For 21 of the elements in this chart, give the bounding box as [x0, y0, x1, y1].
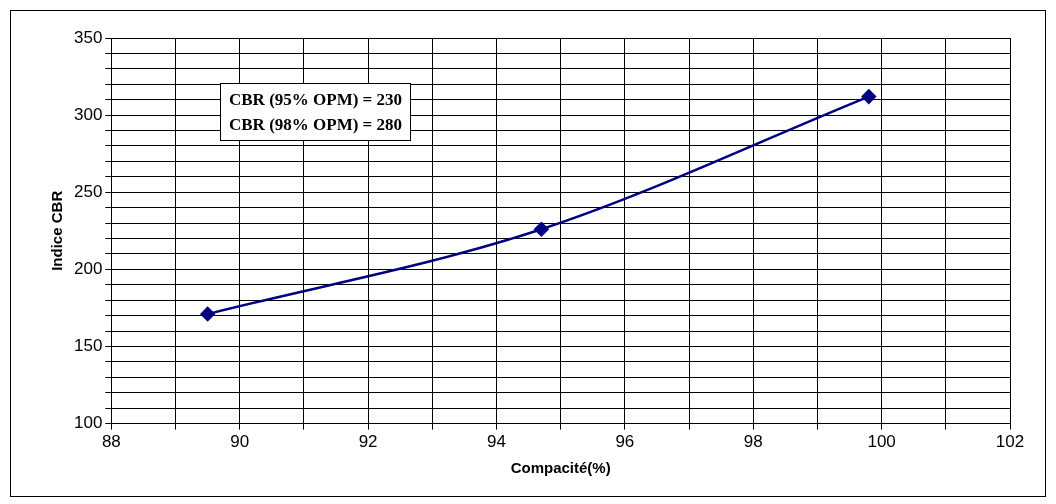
annotation: CBR (98% OPM) = 280: [229, 114, 403, 136]
y-tick-label: 200: [73, 259, 103, 279]
point: [200, 306, 215, 322]
y-tick-label: 300: [73, 104, 103, 124]
x-tick-label: 100: [867, 432, 896, 452]
point: [861, 89, 877, 104]
y-axis-title: Indice CBR: [48, 190, 66, 271]
x-tick-label: 90: [230, 432, 250, 452]
x-tick-label: 92: [358, 432, 378, 452]
x-tick-label: 88: [101, 432, 121, 452]
y-tick-label: 250: [73, 181, 103, 201]
x-tick-label: 96: [615, 432, 635, 452]
x-tick-label: 98: [743, 432, 763, 452]
x-tick-label: 94: [487, 432, 506, 452]
y-tick-label: 350: [73, 27, 103, 47]
y-tick-label: 150: [73, 336, 103, 356]
x-tick-label: 102: [995, 432, 1025, 452]
x-axis-title: Compacité(%): [510, 459, 611, 477]
annotation: CBR (95% OPM) = 230: [229, 89, 403, 111]
point: [534, 222, 549, 237]
y-tick-label: 100: [73, 413, 103, 433]
